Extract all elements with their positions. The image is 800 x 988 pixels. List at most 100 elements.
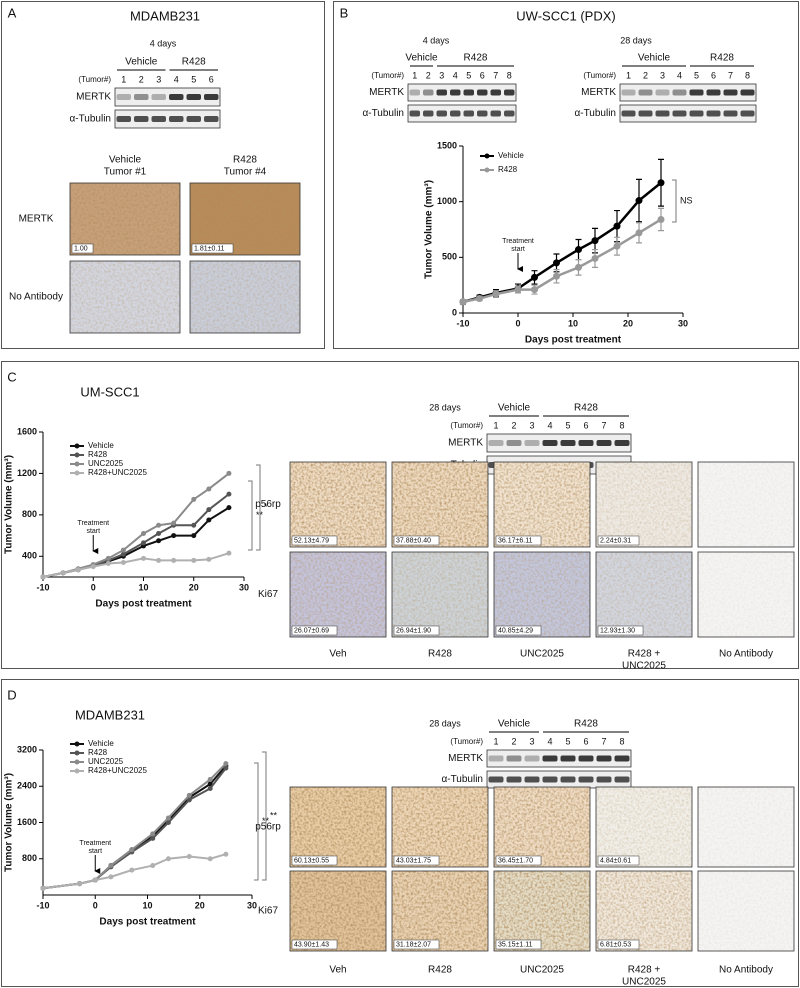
data-point — [553, 272, 560, 280]
ihc-border — [391, 551, 489, 638]
blot-band — [524, 776, 540, 783]
legend-marker — [484, 167, 490, 173]
legend-marker — [74, 759, 80, 765]
blot-band — [488, 440, 504, 446]
ihc-border — [189, 182, 301, 256]
blot-group: Vehicle — [498, 403, 531, 414]
quant-label: 4.84±0.61 — [600, 857, 631, 864]
ihc-row-label: Ki67 — [258, 906, 278, 917]
data-point — [141, 555, 146, 561]
quant-box — [191, 243, 234, 254]
ihc-column-label: No Antibody — [719, 965, 773, 976]
ihc-row-label: Ki67 — [258, 589, 278, 600]
data-point — [514, 286, 522, 294]
y-tick-label: 800 — [22, 509, 37, 519]
blot-strip — [619, 83, 757, 102]
ihc-texture — [392, 787, 488, 867]
blot-group: R428 — [574, 719, 598, 730]
legend-marker — [74, 750, 80, 756]
data-point — [60, 570, 66, 576]
significance-bracket — [248, 480, 253, 551]
annotation: Treatment — [502, 238, 534, 245]
data-point — [165, 815, 171, 821]
panel-frame — [1, 1, 325, 349]
data-point — [77, 881, 83, 887]
significance-bracket — [254, 762, 259, 881]
data-point — [141, 531, 146, 536]
legend-label: UNC2025 — [88, 459, 124, 468]
ihc-column-label: Vehicle — [109, 155, 142, 166]
x-tick-label: 0 — [515, 318, 520, 328]
blot-group: Vehicle — [125, 57, 158, 68]
data-point — [90, 564, 96, 570]
data-point — [226, 505, 232, 511]
tumor-number: 4 — [547, 736, 552, 746]
data-point — [575, 246, 582, 254]
data-point — [105, 561, 111, 567]
blot-row-label: MERTK — [448, 753, 483, 764]
blot-group: R428 — [464, 53, 488, 64]
series-line — [42, 552, 230, 578]
data-point — [141, 540, 146, 546]
blot-band — [560, 755, 576, 762]
data-point — [108, 874, 114, 880]
tumor-number: 2 — [511, 420, 516, 430]
quant-label: 6.81±0.53 — [600, 941, 631, 948]
ihc-texture — [698, 462, 794, 547]
blot-band — [134, 94, 149, 100]
data-point — [657, 179, 665, 187]
y-tick-label: 500 — [442, 252, 457, 262]
ihc-column-label: Veh — [329, 649, 346, 660]
ihc-column-label: Tumor #1 — [104, 167, 147, 178]
legend-marker — [74, 470, 80, 476]
blot-row-label: α-Tubulin — [574, 108, 616, 119]
ihc-texture — [596, 787, 692, 867]
quant-label: 31.18±2.07 — [396, 941, 431, 948]
blot-row-label: α-Tubulin — [362, 108, 404, 119]
quant-label: 40.85±4.29 — [498, 627, 533, 634]
significance-bracket — [256, 464, 261, 551]
quant-box — [495, 535, 542, 546]
data-point — [206, 556, 212, 562]
y-axis-label: Tumor Volume (mm³) — [4, 773, 15, 872]
tumor-number: 6 — [583, 736, 588, 746]
ihc-texture — [494, 787, 590, 867]
annotation: Treatment — [79, 840, 111, 847]
tumor-number: 4 — [174, 74, 179, 84]
blot-band — [740, 110, 755, 117]
quant-box — [393, 535, 440, 546]
tumor-number: 7 — [601, 420, 606, 430]
panel-frame — [1, 679, 799, 987]
blot-band — [638, 110, 653, 117]
y-tick-label: 1600 — [17, 426, 37, 436]
data-point — [476, 295, 483, 303]
blot-band — [578, 755, 594, 762]
ihc-column-label: R428 + — [628, 649, 661, 660]
data-point — [108, 863, 114, 869]
x-tick-label: 10 — [138, 582, 148, 592]
tumor-number: 5 — [191, 74, 196, 84]
ihc-column-label: Veh — [329, 965, 346, 976]
blot-band — [655, 110, 670, 117]
blot-band — [621, 110, 636, 117]
blot-row-label: MERTK — [76, 92, 111, 103]
annotation: Treatment — [77, 520, 109, 527]
blot-band — [463, 110, 474, 117]
legend-label: R428 — [88, 450, 108, 459]
y-axis-label: Tumor Volume (mm³) — [424, 180, 435, 279]
ihc-texture — [698, 787, 794, 867]
blot-band — [672, 110, 687, 117]
blot-band — [740, 89, 755, 96]
blot-band — [614, 755, 630, 762]
tumor-number: 6 — [583, 420, 588, 430]
blot-band — [524, 755, 540, 762]
data-point — [207, 856, 213, 862]
ihc-border — [69, 260, 181, 334]
ihc-border — [189, 260, 301, 334]
quant-label: 36.17±6.11 — [498, 537, 533, 544]
x-tick-label: 0 — [91, 582, 96, 592]
blot-band — [614, 440, 630, 446]
blot-band — [477, 89, 488, 96]
tumor-number: 1 — [412, 70, 417, 80]
blot-band — [621, 89, 636, 96]
